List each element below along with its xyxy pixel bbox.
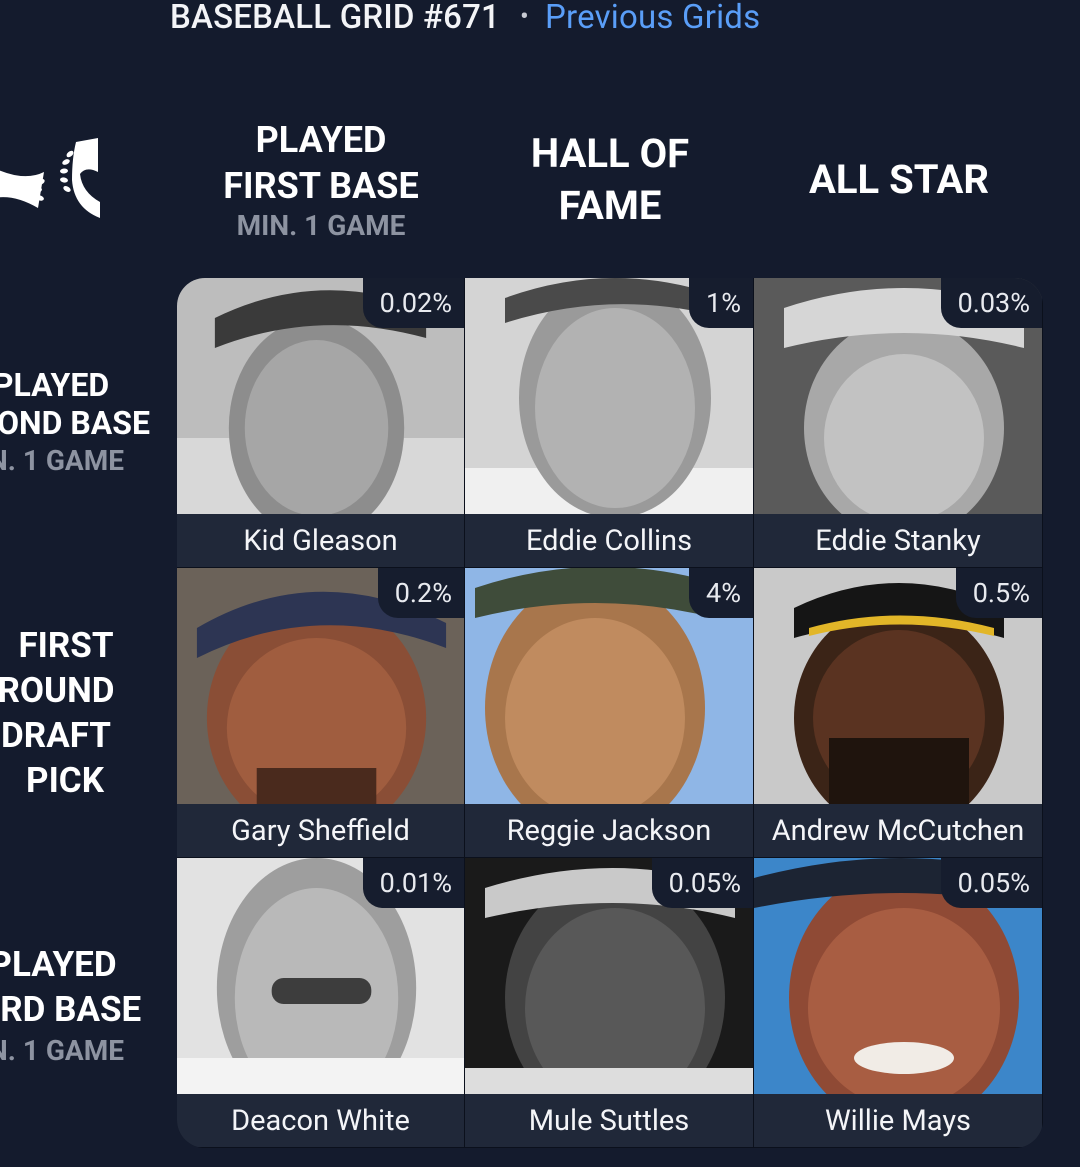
row-header-third-base: PLAYED IRD BASE N. 1 GAME <box>0 942 142 1070</box>
header-separator: • <box>520 2 529 32</box>
player-name: Kid Gleason <box>177 514 464 567</box>
row-header-line: COND BASE <box>0 404 150 442</box>
player-photo <box>465 858 753 1095</box>
grid-cell[interactable]: 0.03% Eddie Stanky <box>754 278 1043 568</box>
column-header-sub: MIN. 1 GAME <box>236 209 406 242</box>
rarity-percent: 0.05% <box>651 858 753 908</box>
rarity-percent: 1% <box>689 278 753 328</box>
player-photo <box>177 278 464 515</box>
row-header-line: IRD BASE <box>0 989 142 1030</box>
grid-cell[interactable]: 0.02% Kid Gleason <box>177 278 465 568</box>
grid-cell[interactable]: 4% Reggie Jackson <box>465 568 754 858</box>
row-header-sub: N. 1 GAME <box>0 1034 125 1067</box>
player-photo <box>754 858 1042 1095</box>
row-header-line: DRAFT <box>1 715 111 756</box>
grid-title: BASEBALL GRID #671 <box>170 0 501 37</box>
player-photo <box>177 858 464 1095</box>
row-header-sub: N. 1 GAME <box>0 444 125 477</box>
rarity-percent: 4% <box>689 568 753 618</box>
player-name: Andrew McCutchen <box>754 804 1042 857</box>
row-header-first-round-draft-pick: FIRST ROUND DRAFT PICK <box>0 623 136 803</box>
column-header-line: FAME <box>558 182 662 229</box>
row-header-line: PLAYED <box>0 944 117 985</box>
row-header-second-base: PLAYED COND BASE N. 1 GAME <box>0 366 150 480</box>
grid-cell[interactable]: 0.01% Deacon White <box>177 858 465 1148</box>
rarity-percent: 0.01% <box>362 858 464 908</box>
column-header-line: HALL OF <box>530 130 690 177</box>
grid-cell[interactable]: 0.05% Mule Suttles <box>465 858 754 1148</box>
row-header-line: PICK <box>26 760 104 801</box>
player-name: Deacon White <box>177 1094 464 1147</box>
player-name: Mule Suttles <box>465 1094 753 1147</box>
column-header-all-star: ALL STAR <box>755 110 1043 250</box>
player-photo <box>465 568 753 805</box>
column-header-line: FIRST BASE <box>223 165 419 207</box>
player-name: Reggie Jackson <box>465 804 753 857</box>
player-name: Eddie Stanky <box>754 514 1042 567</box>
column-header-line: ALL STAR <box>809 156 989 203</box>
rarity-percent: 0.02% <box>362 278 464 328</box>
rarity-percent: 0.03% <box>940 278 1042 328</box>
grid-cell[interactable]: 0.2% Gary Sheffield <box>177 568 465 858</box>
column-header-hall-of-fame: HALL OF FAME <box>466 110 754 250</box>
rarity-percent: 0.05% <box>940 858 1042 908</box>
grid-cell[interactable]: 1% Eddie Collins <box>465 278 754 568</box>
rarity-percent: 0.2% <box>377 568 464 618</box>
grid-cell[interactable]: 0.5% Andrew McCutchen <box>754 568 1043 858</box>
player-name: Gary Sheffield <box>177 804 464 857</box>
column-header-line: PLAYED <box>255 119 387 161</box>
player-name: Eddie Collins <box>465 514 753 567</box>
column-header-first-base: PLAYED FIRST BASE MIN. 1 GAME <box>177 110 465 250</box>
row-header-line: ROUND <box>0 670 115 711</box>
rarity-percent: 0.5% <box>955 568 1042 618</box>
previous-grids-link[interactable]: Previous Grids <box>545 0 761 37</box>
immaculate-grid: 0.02% Kid Gleason 1% Eddie Collins 0.03%… <box>177 278 1043 1148</box>
player-photo <box>465 278 753 515</box>
row-header-line: FIRST <box>18 625 114 666</box>
laurel-logo-icon <box>0 138 100 218</box>
grid-cell[interactable]: 0.05% Willie Mays <box>754 858 1043 1148</box>
row-header-line: PLAYED <box>0 366 110 404</box>
player-photo <box>754 568 1042 805</box>
app-header: BASEBALL GRID #671 • Previous Grids <box>170 0 760 40</box>
player-name: Willie Mays <box>754 1094 1042 1147</box>
